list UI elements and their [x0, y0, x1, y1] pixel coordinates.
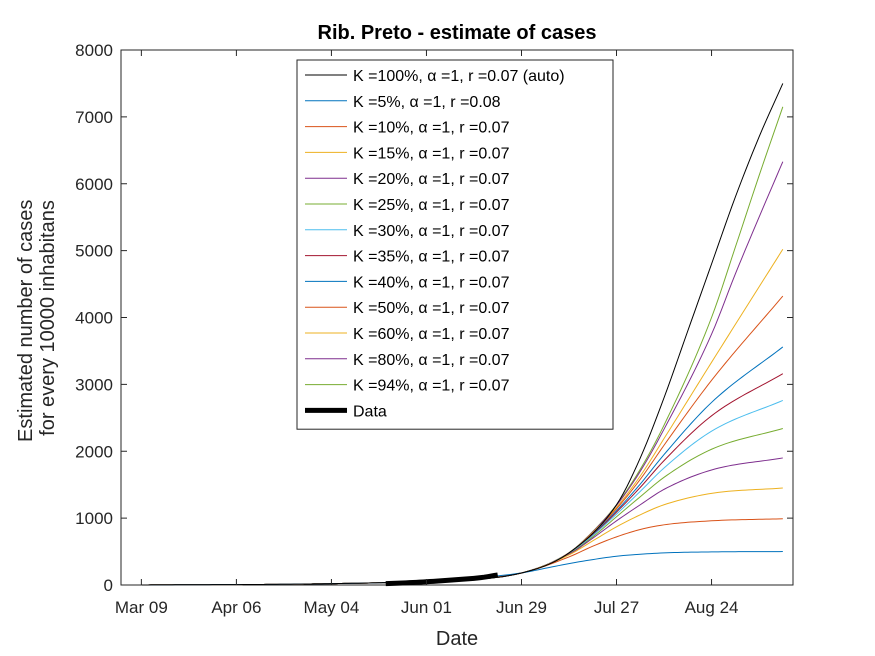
legend: K =100%, α =1, r =0.07 (auto) K =5%, α =1… — [296, 59, 614, 430]
x-axis-label: Date — [436, 628, 478, 650]
x-tick-label: Jun 29 — [496, 598, 547, 617]
y-tick-label: 6000 — [75, 175, 113, 194]
y-tick-label: 3000 — [75, 375, 113, 394]
y-tick-label: 8000 — [75, 41, 113, 60]
axis-layer: Mar 09 Apr 06 May 04 Jun 01 Jun 29 Jul 27 Aug … — [75, 41, 793, 617]
legend-entry: K =30%, α =1, r =0.07 — [353, 223, 510, 240]
legend-entry: Data — [353, 403, 387, 420]
legend-box — [296, 59, 614, 430]
legend-entry: K =80%, α =1, r =0.07 — [353, 352, 510, 369]
x-tick-label: Aug 24 — [685, 598, 739, 617]
legend-entry: K =94%, α =1, r =0.07 — [353, 378, 510, 395]
x-tick-label: Jul 27 — [594, 598, 639, 617]
y-tick-label: 2000 — [75, 442, 113, 461]
x-tick-label: May 04 — [304, 598, 360, 617]
y-tick-label: 7000 — [75, 108, 113, 127]
legend-entry: K =60%, α =1, r =0.07 — [353, 326, 510, 343]
y-tick-label: 0 — [104, 576, 113, 595]
legend-entry: K =25%, α =1, r =0.07 — [353, 197, 510, 214]
y-axis-label-line-2: for every 10000 inhabitans — [37, 200, 59, 436]
chart-title: Rib. Preto - estimate of cases — [318, 22, 597, 44]
x-tick-label: Mar 09 — [115, 598, 168, 617]
legend-entry: K =10%, α =1, r =0.07 — [353, 120, 510, 137]
legend-entry: K =40%, α =1, r =0.07 — [353, 274, 510, 291]
series-data-line — [385, 572, 499, 587]
y-tick-label: 1000 — [75, 509, 113, 528]
y-axis-label-line-1: Estimated number of cases — [15, 200, 37, 442]
legend-entry: K =50%, α =1, r =0.07 — [353, 300, 510, 317]
y-tick-label: 5000 — [75, 242, 113, 261]
legend-entry: K =15%, α =1, r =0.07 — [353, 145, 510, 162]
x-tick-label: Apr 06 — [211, 598, 261, 617]
series-layer — [141, 83, 784, 587]
legend-entry: K =20%, α =1, r =0.07 — [353, 171, 510, 188]
legend-entry: K =100%, α =1, r =0.07 (auto) — [353, 68, 565, 85]
y-axis-label: Estimated number of cases for every 1000… — [15, 194, 59, 442]
legend-entry: K =35%, α =1, r =0.07 — [353, 249, 510, 266]
legend-entry: K =5%, α =1, r =0.08 — [353, 94, 501, 111]
y-tick-label: 4000 — [75, 309, 113, 328]
x-tick-label: Jun 01 — [401, 598, 452, 617]
